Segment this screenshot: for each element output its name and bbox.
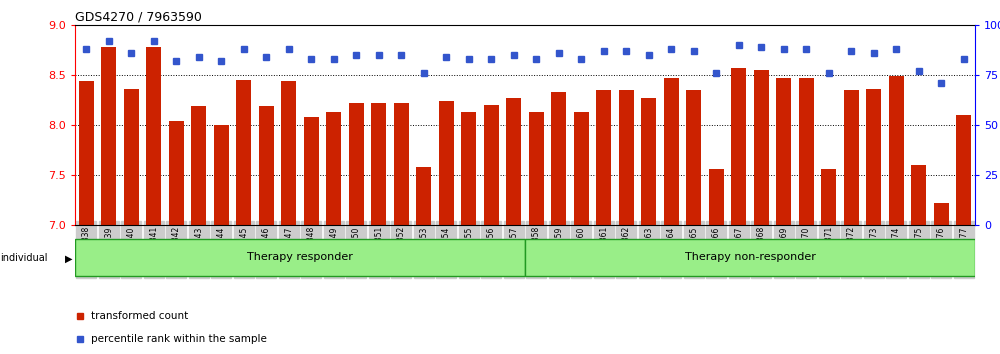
Bar [304, 117, 319, 225]
Bar [596, 90, 611, 225]
Text: Therapy non-responder: Therapy non-responder [685, 252, 815, 262]
Bar [776, 78, 791, 225]
Bar [349, 103, 364, 225]
Bar [934, 203, 949, 225]
Bar [844, 90, 859, 225]
Bar [889, 76, 904, 225]
Bar [525, 239, 975, 276]
Text: Therapy responder: Therapy responder [247, 252, 353, 262]
Bar [731, 68, 746, 225]
Bar [101, 47, 116, 225]
Bar [191, 106, 206, 225]
Bar [484, 105, 499, 225]
Bar [79, 81, 94, 225]
Text: individual: individual [0, 253, 48, 263]
Bar [956, 115, 971, 225]
Text: ▶: ▶ [65, 253, 72, 263]
Bar [799, 78, 814, 225]
Bar [326, 112, 341, 225]
Text: GDS4270 / 7963590: GDS4270 / 7963590 [75, 11, 202, 24]
Bar [75, 239, 525, 276]
Bar [911, 165, 926, 225]
Bar [619, 90, 634, 225]
Bar [461, 112, 476, 225]
Bar [754, 70, 769, 225]
Bar [146, 47, 161, 225]
Text: transformed count: transformed count [91, 311, 188, 321]
Bar [394, 103, 409, 225]
Bar [529, 112, 544, 225]
Bar [439, 101, 454, 225]
Bar [236, 80, 251, 225]
Bar [641, 98, 656, 225]
Bar [169, 121, 184, 225]
Bar [574, 112, 589, 225]
Bar [664, 78, 679, 225]
Bar [821, 169, 836, 225]
Bar [214, 125, 229, 225]
Bar [551, 92, 566, 225]
Bar [416, 167, 431, 225]
Bar [709, 169, 724, 225]
Bar [259, 106, 274, 225]
Bar [281, 81, 296, 225]
Bar [506, 98, 521, 225]
Bar [371, 103, 386, 225]
Text: percentile rank within the sample: percentile rank within the sample [91, 334, 267, 344]
Bar [686, 90, 701, 225]
Bar [124, 89, 139, 225]
Bar [866, 89, 881, 225]
